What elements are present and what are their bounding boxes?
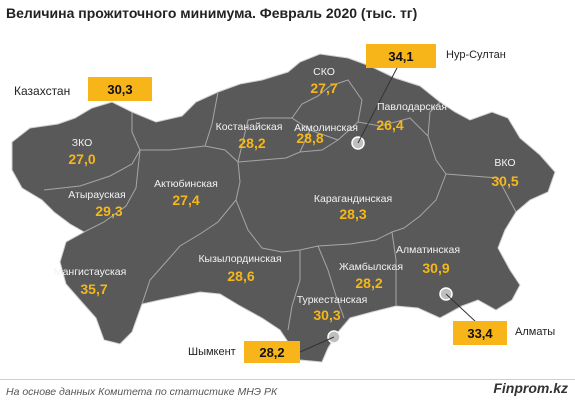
region-name-turkestan: Туркестанская [296, 294, 368, 306]
source-note: На основе данных Комитета по статистике … [6, 386, 278, 398]
map-title: Величина прожиточного минимума. Февраль … [6, 5, 418, 21]
region-name-pavlodar: Павлодарская [377, 101, 447, 113]
region-value-vko: 30,5 [491, 173, 519, 189]
shymkent-leader [299, 336, 335, 353]
region-name-kostanay: Костанайская [215, 121, 283, 133]
region-name-akmola: Акмолинская [294, 122, 358, 134]
footer-divider [0, 379, 575, 380]
region-value-almaty-region: 30,9 [422, 260, 450, 276]
almaty-label: Алматы [515, 326, 556, 338]
region-value-atyrau: 29,3 [95, 203, 123, 219]
region-name-aktobe: Актюбинская [154, 178, 218, 190]
region-name-zko: ЗКО [71, 137, 93, 149]
country-outline [11, 53, 556, 363]
region-value-zko: 27,0 [68, 151, 96, 167]
region-value-aktobe: 27,4 [172, 192, 200, 208]
almaty-leader [445, 293, 477, 323]
brand-logo: Finprom.kz [493, 380, 568, 396]
region-value-akmola: 28,8 [296, 130, 324, 146]
region-borders [43, 79, 517, 331]
region-value-turkestan: 30,3 [313, 307, 341, 323]
region-value-kyzylorda: 28,6 [227, 268, 255, 284]
nursultan-leader [357, 65, 399, 144]
nursultan-label: Нур-Султан [446, 49, 506, 61]
region-name-karaganda: Карагандинская [313, 193, 393, 205]
nursultan-value-badge: 34,1 [366, 44, 436, 68]
country-label: Казахстан [14, 84, 71, 98]
region-value-mangystau: 35,7 [80, 281, 108, 297]
region-name-almaty-region: Алматинская [395, 244, 461, 256]
region-value-kostanay: 28,2 [238, 135, 266, 151]
region-value-sko: 27,7 [310, 80, 338, 96]
region-name-atyrau: Атырауская [68, 189, 126, 201]
shymkent-label: Шымкент [188, 346, 236, 358]
region-value-karaganda: 28,3 [339, 206, 367, 222]
region-name-kyzylorda: Кызылординская [198, 253, 282, 265]
region-name-vko: ВКО [494, 157, 516, 169]
region-name-sko: СКО [313, 66, 335, 78]
region-name-mangystau: Мангистауская [53, 266, 127, 278]
region-name-zhambyl: Жамбылская [338, 261, 404, 273]
almaty-value-badge: 33,4 [453, 321, 507, 345]
shymkent-value-badge: 28,2 [244, 341, 300, 363]
country-value-badge: 30,3 [88, 77, 152, 101]
region-value-zhambyl: 28,2 [355, 275, 383, 291]
region-value-pavlodar: 26,4 [376, 117, 404, 133]
